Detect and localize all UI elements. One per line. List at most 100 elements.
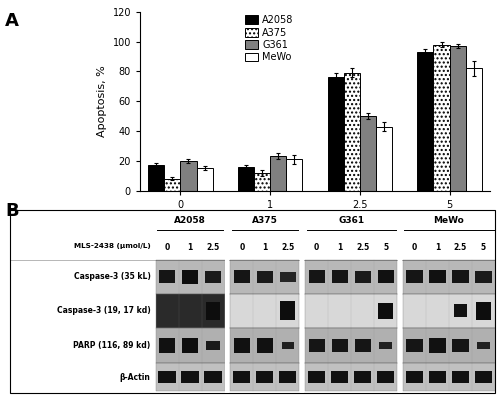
Text: G361: G361 (338, 216, 364, 225)
Bar (180, 161, 196, 191)
Text: 1: 1 (188, 243, 192, 252)
Bar (454, 304, 468, 318)
Bar (403, 328, 495, 363)
Legend: A2058, A375, G361, MeWo: A2058, A375, G361, MeWo (243, 13, 296, 64)
Bar (234, 338, 250, 353)
Bar (475, 371, 492, 384)
Text: 2.5: 2.5 (356, 243, 370, 252)
Text: 5: 5 (383, 243, 388, 252)
Bar (450, 46, 466, 191)
Bar (279, 371, 296, 384)
Text: 0: 0 (314, 243, 320, 252)
Bar (429, 371, 446, 384)
Bar (308, 339, 324, 353)
Bar (377, 371, 394, 384)
Bar (380, 342, 392, 349)
Bar (344, 73, 360, 191)
Bar (332, 339, 347, 353)
Y-axis label: Apoptosis, %: Apoptosis, % (97, 66, 107, 137)
Bar (378, 270, 394, 283)
Text: 1: 1 (337, 243, 342, 252)
Text: 1: 1 (262, 243, 268, 252)
Bar (403, 363, 495, 391)
Bar (280, 301, 295, 320)
Bar (205, 271, 221, 283)
Bar (452, 270, 468, 283)
Bar (406, 371, 423, 384)
Bar (476, 271, 492, 283)
Bar (308, 371, 326, 384)
Text: A2058: A2058 (174, 216, 206, 225)
Bar (156, 328, 224, 363)
Bar (156, 293, 224, 328)
Text: 0: 0 (412, 243, 417, 252)
Bar (466, 69, 482, 191)
Text: 0: 0 (239, 243, 244, 252)
Bar (159, 270, 175, 283)
Bar (418, 52, 434, 191)
Bar (233, 371, 250, 384)
Bar (305, 363, 397, 391)
Bar (286, 159, 302, 191)
Text: PARP (116, 89 kd): PARP (116, 89 kd) (74, 341, 150, 350)
Bar (230, 293, 300, 328)
Bar (156, 260, 224, 293)
Bar (182, 270, 198, 284)
Bar (406, 339, 422, 353)
Bar (182, 338, 198, 353)
Bar (305, 293, 397, 328)
Bar (148, 165, 164, 191)
Bar (230, 260, 300, 293)
Bar (159, 338, 175, 353)
Bar (230, 363, 300, 391)
Text: 2.5: 2.5 (281, 243, 294, 252)
Bar (308, 270, 324, 283)
Bar (406, 270, 422, 283)
Bar (328, 77, 344, 191)
Bar (331, 371, 348, 384)
Bar (452, 339, 468, 352)
Text: Caspase-3 (35 kL): Caspase-3 (35 kL) (74, 272, 150, 281)
Text: Caspase-3 (19, 17 kd): Caspase-3 (19, 17 kd) (57, 306, 150, 315)
Bar (403, 260, 495, 293)
Text: β-Actin: β-Actin (120, 372, 150, 382)
Text: 2.5: 2.5 (206, 243, 220, 252)
Bar (182, 371, 198, 384)
Bar (158, 371, 176, 384)
Bar (270, 156, 286, 191)
Bar (238, 167, 254, 191)
Text: 1: 1 (435, 243, 440, 252)
Bar (354, 371, 372, 384)
Text: MeWo: MeWo (434, 216, 464, 225)
Text: B: B (5, 202, 18, 220)
Bar (254, 173, 270, 191)
Bar (257, 338, 273, 353)
Bar (257, 270, 273, 283)
Bar (280, 272, 296, 282)
Bar (430, 338, 446, 353)
Bar (476, 302, 491, 320)
Text: 0: 0 (164, 243, 170, 252)
Bar (430, 270, 446, 283)
Bar (354, 271, 370, 283)
Bar (332, 270, 347, 283)
Bar (164, 179, 180, 191)
Bar (206, 341, 220, 351)
Bar (230, 328, 300, 363)
Bar (196, 168, 212, 191)
Bar (354, 339, 370, 353)
Text: A: A (5, 12, 19, 30)
Bar (305, 328, 397, 363)
Bar (376, 127, 392, 191)
Text: MLS-2438 (μmol/L): MLS-2438 (μmol/L) (74, 243, 150, 249)
Bar (234, 270, 250, 283)
Bar (452, 371, 469, 384)
Bar (256, 371, 274, 384)
Bar (403, 293, 495, 328)
Bar (305, 260, 397, 293)
Text: A375: A375 (252, 216, 278, 225)
Bar (360, 116, 376, 191)
Bar (204, 371, 222, 384)
Bar (156, 363, 224, 391)
Bar (206, 302, 220, 320)
